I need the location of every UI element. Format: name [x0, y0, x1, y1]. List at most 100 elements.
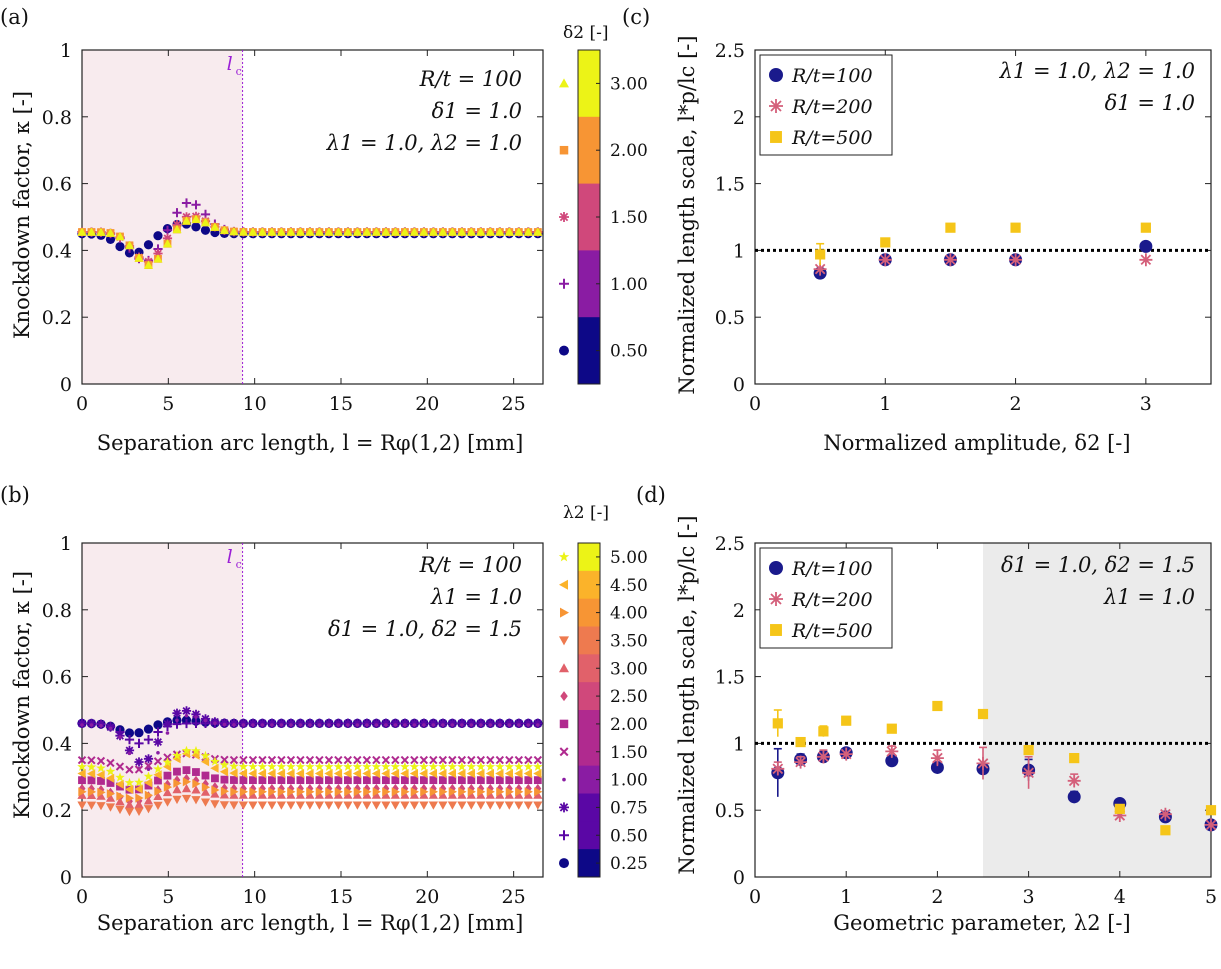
panel-a-frame [81, 49, 544, 385]
data-point [880, 237, 891, 248]
data-point [1069, 752, 1080, 764]
data-point [181, 706, 192, 716]
colorbar-label: 0.50 [610, 826, 648, 846]
data-point [153, 770, 162, 780]
data-point [466, 768, 475, 779]
data-point [878, 253, 892, 267]
data-point [238, 801, 248, 810]
colorbar-marker [558, 551, 570, 562]
data-point [251, 723, 255, 727]
series-c-R/t=100 [813, 239, 1153, 280]
data-point [314, 768, 324, 779]
panel-b-xtick-label: 20 [415, 886, 439, 908]
data-point [286, 227, 296, 236]
data-point [324, 790, 334, 799]
data-point [200, 225, 211, 235]
data-point [115, 805, 125, 815]
data-point [466, 790, 476, 799]
data-point [324, 761, 334, 771]
data-point [533, 768, 542, 779]
data-point [485, 227, 495, 236]
data-point [124, 248, 135, 258]
panel-a-ytick-label: 1 [60, 40, 72, 62]
data-point [438, 776, 447, 785]
data-point [371, 801, 381, 810]
data-point [184, 713, 189, 718]
data-point [439, 787, 448, 797]
data-point [105, 793, 116, 802]
colorbar-segment [578, 183, 600, 251]
data-point [118, 735, 122, 739]
panel-a-ytick-label: 0.6 [42, 174, 72, 196]
data-point [447, 227, 457, 236]
legend-label: R/t=100 [791, 65, 873, 87]
data-point [125, 765, 134, 774]
data-point [343, 227, 353, 236]
panel-d-ylabel: Normalized length scale, l*p/lc [-] [675, 515, 699, 874]
colorbar-segment [578, 317, 600, 385]
data-point [344, 787, 353, 797]
data-point [295, 801, 305, 810]
data-point [381, 801, 391, 810]
data-point [419, 761, 429, 771]
data-point [143, 805, 154, 814]
data-point [374, 723, 379, 727]
colorbar-label: 2.00 [610, 715, 648, 735]
panel-d-xtick-label: 1 [840, 886, 852, 908]
data-point [400, 790, 410, 799]
panel-c-label: (c) [622, 5, 650, 29]
data-point [419, 227, 429, 236]
data-point [381, 227, 391, 236]
data-point [229, 227, 239, 236]
data-point [213, 721, 217, 726]
data-point [105, 228, 116, 237]
data-point [533, 776, 542, 785]
legend-marker [770, 624, 782, 636]
colorbar-label: 5.00 [610, 548, 648, 568]
data-point [239, 787, 248, 797]
data-point [818, 726, 829, 737]
data-point [220, 786, 229, 796]
panel-c-legend: R/t=100 R/t=200 R/t=500 [759, 54, 893, 156]
data-point [467, 787, 476, 797]
data-point [336, 723, 341, 727]
data-point [308, 723, 312, 727]
data-point [305, 755, 315, 765]
data-point [485, 768, 494, 779]
data-point [200, 787, 211, 796]
data-point [504, 790, 514, 799]
data-point [219, 767, 229, 777]
data-point [534, 787, 543, 797]
data-point [286, 790, 296, 799]
data-point [143, 778, 153, 788]
data-point [270, 723, 274, 727]
data-point [419, 790, 429, 799]
data-point [143, 754, 154, 764]
data-point [124, 800, 135, 809]
data-point [238, 761, 249, 771]
panel-d-ytick-label: 1.5 [715, 667, 745, 689]
data-point [334, 787, 343, 797]
panel-b-lc-subscript: c [236, 558, 242, 571]
colorbar-frame [577, 542, 601, 878]
data-point [523, 768, 532, 779]
data-point [191, 214, 201, 223]
data-point [191, 785, 201, 794]
data-point [220, 755, 229, 764]
data-point [1023, 744, 1034, 756]
data-point [248, 768, 257, 779]
data-point [409, 768, 418, 779]
data-point [257, 761, 268, 771]
data-point [523, 790, 533, 799]
data-point [267, 801, 277, 810]
data-point [287, 787, 296, 797]
data-point [144, 790, 154, 800]
data-point [393, 723, 398, 727]
panel-b-label: (b) [0, 483, 30, 507]
data-point [172, 220, 182, 230]
panel-a-annotation-2: δ1 = 1.0 [432, 99, 522, 123]
data-point [352, 227, 362, 236]
data-point [438, 761, 448, 771]
data-point [466, 761, 477, 771]
colorbar-marker [559, 663, 569, 673]
